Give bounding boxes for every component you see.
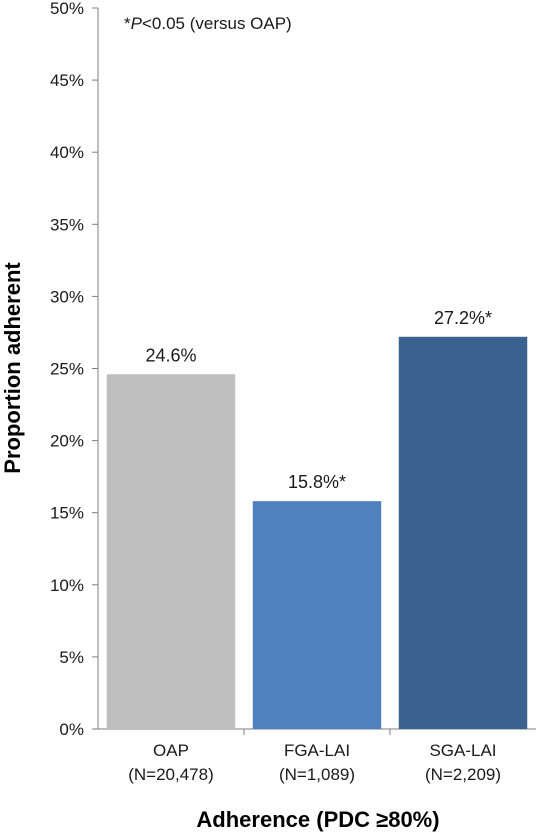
y-tick-label: 45% — [50, 71, 84, 90]
y-tick-label: 0% — [59, 720, 84, 739]
x-tick-label: FGA-LAI — [284, 741, 350, 760]
y-tick-label: 5% — [59, 648, 84, 667]
note-prefix: * — [124, 14, 131, 33]
y-tick-label: 40% — [50, 143, 84, 162]
x-tick-sublabel: (N=20,478) — [128, 765, 214, 784]
bar-fga-lai — [252, 501, 382, 729]
bar-sga-lai — [398, 336, 528, 729]
note-suffix: <0.05 (versus OAP) — [142, 14, 292, 33]
x-axis-title: Adherence (PDC ≥80%) — [196, 807, 439, 832]
y-tick-label: 25% — [50, 360, 84, 379]
data-label: 27.2%* — [434, 308, 492, 328]
y-tick-label: 15% — [50, 504, 84, 523]
data-label: 15.8%* — [288, 472, 346, 492]
y-tick-label: 35% — [50, 215, 84, 234]
x-tick-sublabel: (N=1,089) — [279, 765, 355, 784]
y-tick-label: 10% — [50, 576, 84, 595]
y-tick-label: 20% — [50, 432, 84, 451]
y-tick-label: 30% — [50, 287, 84, 306]
y-axis-title: Proportion adherent — [0, 262, 25, 474]
bar-oap — [106, 374, 236, 729]
x-tick-sublabel: (N=2,209) — [425, 765, 501, 784]
plot-area: 0% 5% 10% 15% 20% 25% 30% 35% 40% 45% 50% 24.6% OAP (… — [50, 0, 536, 784]
data-label: 24.6% — [145, 345, 196, 365]
y-tick-label: 50% — [50, 0, 84, 18]
note-italic: P — [131, 14, 143, 33]
x-tick-label: SGA-LAI — [429, 741, 496, 760]
significance-note: *P<0.05 (versus OAP) — [124, 14, 292, 33]
x-tick-label: OAP — [153, 741, 189, 760]
